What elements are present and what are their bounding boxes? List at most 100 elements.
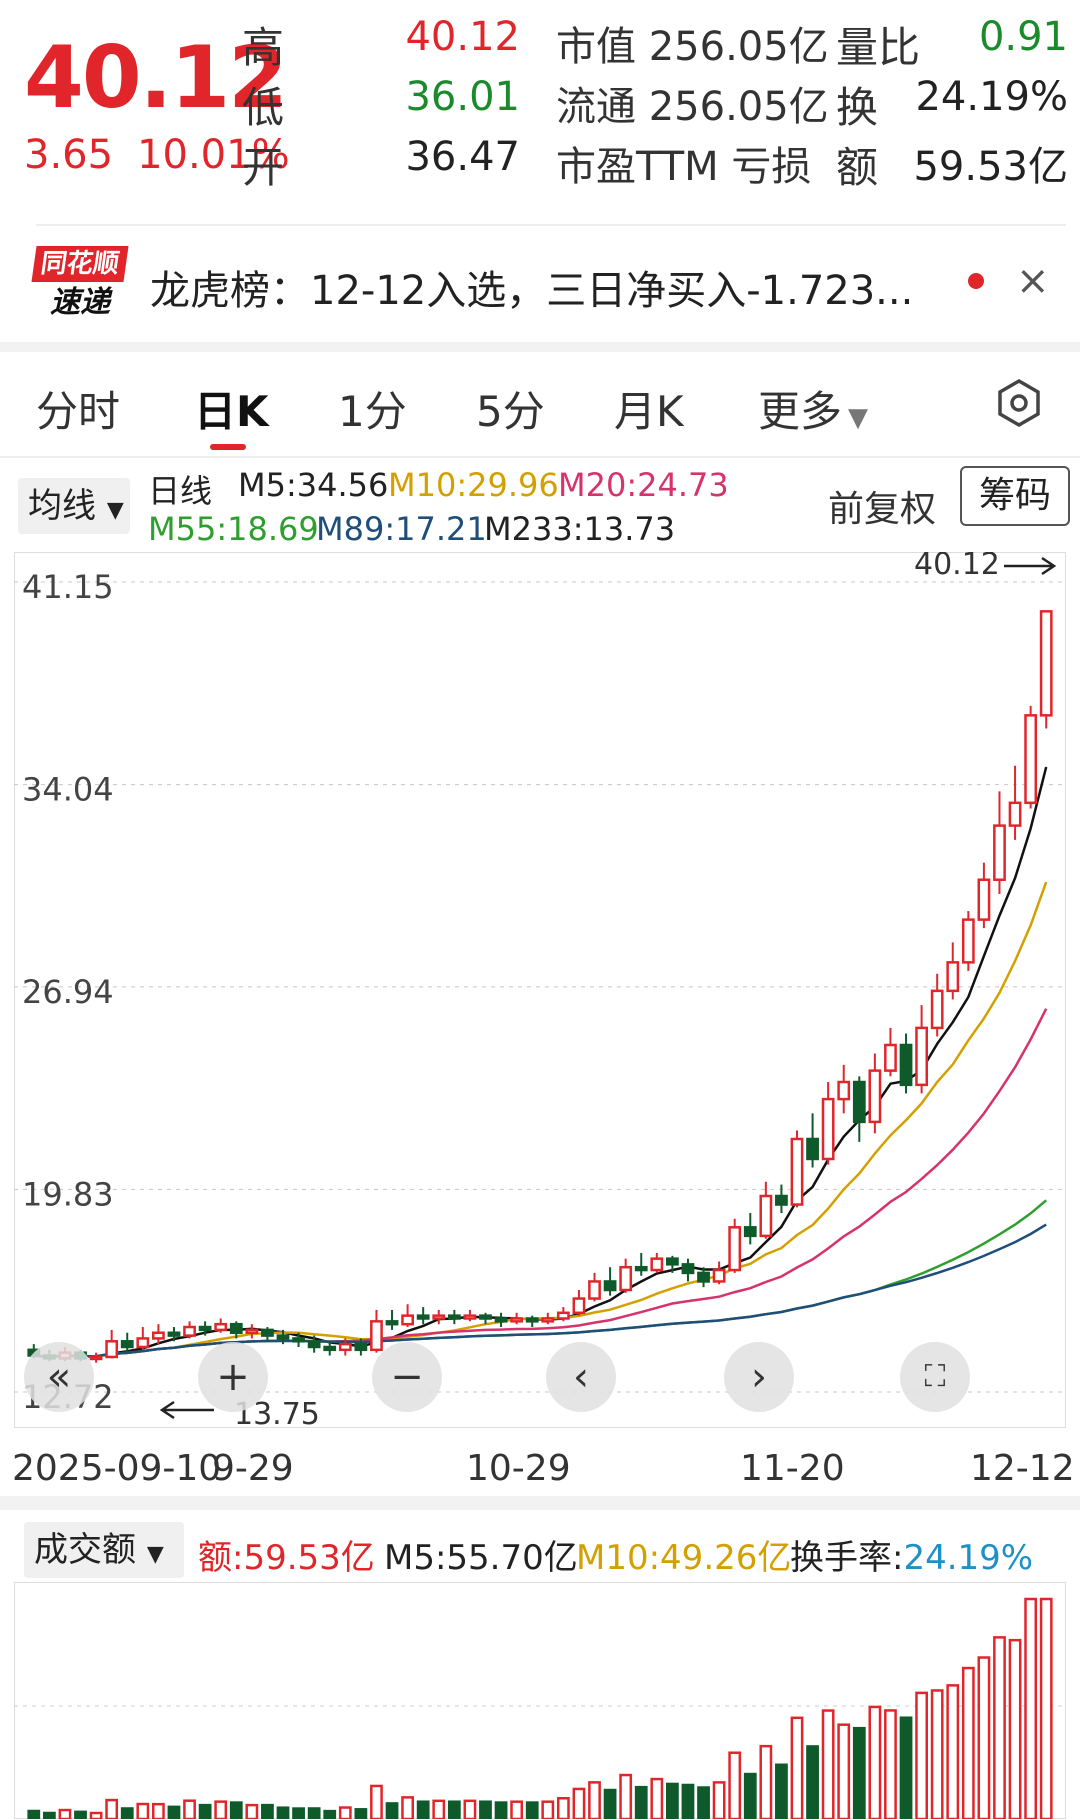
volume-bar: [1008, 1638, 1022, 1819]
volume-bar: [728, 1751, 742, 1819]
turnover-value: 24.19%: [915, 74, 1068, 120]
open-value: 36.47: [405, 134, 520, 180]
volume-bar: [42, 1811, 56, 1819]
volume-bar: [961, 1666, 975, 1819]
volume-bar: [120, 1807, 134, 1819]
tab-more[interactable]: 更多 ▼: [758, 378, 868, 439]
volume-indicator-button[interactable]: 成交额 ▼: [24, 1522, 184, 1578]
volume-bar: [634, 1785, 648, 1819]
candle-body: [463, 1314, 477, 1320]
volume-bar: [884, 1709, 897, 1819]
volume-m5: M5:55.70亿: [384, 1538, 578, 1578]
volume-bar: [650, 1777, 664, 1819]
dropdown-triangle-icon: ▼: [848, 403, 869, 433]
high-label: 高: [242, 23, 285, 72]
volume-bar: [416, 1800, 430, 1819]
news-banner-text[interactable]: 龙虎榜：12-12入选，三日净买入-1.723...: [150, 268, 914, 314]
volume-bar: [167, 1805, 181, 1819]
volume-bar: [370, 1784, 383, 1819]
date-axis: 2025-09-10 9-29 10-29 11-20 12-12: [0, 1448, 1080, 1494]
candle-body: [588, 1280, 601, 1300]
chip-distribution-button[interactable]: 筹码: [960, 466, 1070, 526]
ma89-line: [33, 1223, 1047, 1359]
zoom-in-button[interactable]: +: [198, 1342, 268, 1412]
candle-body: [447, 1314, 461, 1320]
candle-body: [89, 1355, 103, 1361]
adjust-mode-button[interactable]: 前复权: [828, 489, 937, 530]
volume-bar: [899, 1716, 913, 1819]
tab-daily-k[interactable]: 日K: [194, 387, 269, 436]
candle-body: [261, 1328, 274, 1337]
current-price: 40.12: [24, 28, 288, 128]
y-tick-label: 26.94: [22, 973, 114, 1011]
candle-body: [1024, 714, 1038, 805]
candle-body: [899, 1043, 913, 1087]
date-label-929: 9-29: [212, 1448, 294, 1489]
volume-bar: [447, 1800, 461, 1819]
volume-bar: [74, 1810, 87, 1819]
volume-bar: [806, 1745, 819, 1819]
change-amount: 3.65: [24, 132, 114, 178]
candle-body: [479, 1314, 492, 1320]
scroll-left-button[interactable]: ‹: [546, 1342, 616, 1412]
candle-body: [338, 1342, 352, 1352]
volume-bar: [697, 1786, 710, 1819]
candle-body: [821, 1097, 835, 1161]
candle-body: [946, 961, 960, 993]
date-label-1029: 10-29: [466, 1448, 571, 1489]
high-price-label: 40.12: [914, 552, 1000, 582]
scroll-left-fast-button[interactable]: «: [24, 1342, 94, 1412]
volume-bar: [603, 1788, 617, 1819]
fullscreen-icon[interactable]: ⛶: [900, 1342, 970, 1412]
volume-bar: [681, 1783, 695, 1819]
volume-bar: [338, 1806, 352, 1819]
candle-body: [775, 1194, 788, 1206]
ma233-value: M233:13.73: [484, 510, 676, 548]
section-divider: [0, 342, 1080, 352]
volume-bar: [837, 1723, 851, 1819]
market-cap-label: 市值: [556, 24, 636, 70]
date-label-start: 2025-09-10: [12, 1448, 222, 1489]
candle-body: [634, 1265, 648, 1272]
volume-bar: [743, 1772, 757, 1819]
arrow-left-icon: [159, 1400, 214, 1420]
ma10-line: [33, 881, 1048, 1359]
candle-body: [152, 1331, 165, 1340]
ma20-value: M20:24.73: [558, 466, 729, 504]
volume-bar: [27, 1809, 41, 1819]
volume-bar: [541, 1800, 555, 1819]
scroll-right-button[interactable]: ›: [724, 1342, 794, 1412]
candle-body: [681, 1263, 695, 1275]
tab-monthly-k[interactable]: 月K: [614, 387, 684, 436]
volume-bar: [136, 1802, 150, 1819]
tabs-divider: [0, 456, 1080, 458]
date-label-1212: 12-12: [970, 1448, 1075, 1489]
candle-body: [915, 1026, 928, 1087]
market-cap-value: 256.05亿: [648, 24, 829, 70]
candle-body: [323, 1345, 337, 1352]
pe-ttm: 市盈TTM 亏损: [556, 134, 811, 192]
volume-amount: 额:59.53亿: [198, 1538, 375, 1578]
settings-hexagon-icon[interactable]: [994, 378, 1044, 428]
candle-body: [572, 1297, 586, 1315]
ma-selector-button[interactable]: 均线 ▼: [18, 478, 130, 534]
turnover-rate-value: 24.19%: [903, 1538, 1034, 1578]
candle-body: [354, 1342, 368, 1352]
volume-bar: [821, 1709, 835, 1819]
tab-1min[interactable]: 1分: [338, 387, 407, 436]
close-banner-button[interactable]: ×: [1016, 258, 1050, 304]
tab-intraday[interactable]: 分时: [36, 387, 121, 436]
zoom-out-button[interactable]: −: [372, 1342, 442, 1412]
candle-body: [401, 1314, 414, 1326]
volume-bar: [712, 1781, 726, 1819]
tab-5min[interactable]: 5分: [476, 387, 545, 436]
candle-body: [245, 1328, 259, 1334]
candle-body: [759, 1194, 773, 1238]
candle-body: [183, 1325, 196, 1337]
volume-bar: [292, 1807, 305, 1819]
candle-body: [120, 1340, 134, 1349]
candle-body: [837, 1080, 851, 1101]
pe-ttm-label: 市盈TTM: [556, 144, 719, 190]
turnover-rate-label: 换手率:: [790, 1538, 904, 1578]
